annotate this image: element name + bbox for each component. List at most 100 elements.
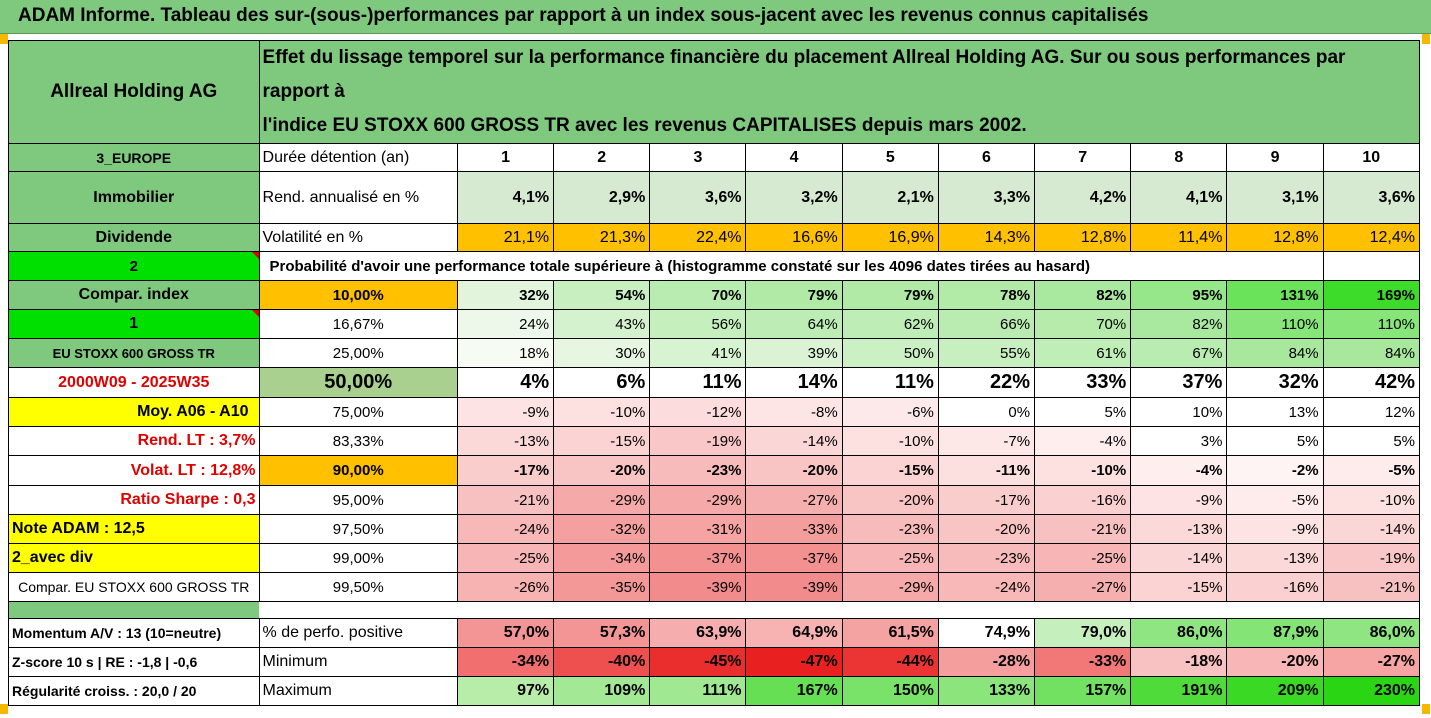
- quantile-label: 10,00%: [258, 280, 458, 310]
- quantile-value: -29%: [649, 485, 747, 515]
- quantile-value: -14%: [1130, 543, 1228, 573]
- quantile-value: -10%: [553, 397, 651, 427]
- quantile-row: 2000W09 - 2025W35 50,00% 4% 6% 11% 14% 11% 22% 3…: [8, 367, 1421, 398]
- quantile-value: 39%: [745, 338, 843, 368]
- return-value: 3,6%: [1322, 171, 1421, 224]
- quantile-value: -17%: [937, 485, 1036, 515]
- quantile-row: Compar. index 10,00% 32% 54% 70% 79% 79% 78% 82%…: [8, 280, 1421, 310]
- spacer-row: [8, 601, 1421, 619]
- quantile-value: -10%: [1322, 485, 1421, 515]
- quantile-value: -10%: [841, 426, 939, 456]
- volatility-value: 16,6%: [745, 223, 843, 252]
- header-row: Allreal Holding AG Effet du lissage temp…: [8, 40, 1421, 144]
- spacer-cell: [8, 601, 260, 619]
- summary-rows: Momentum A/V : 13 (10=neutre)% de perfo.…: [8, 618, 1421, 706]
- quantile-value: 42%: [1322, 367, 1421, 398]
- quantile-value: -14%: [1322, 514, 1421, 544]
- quantile-value: 70%: [649, 280, 747, 310]
- summary-value: -28%: [937, 647, 1036, 677]
- quantile-value: -13%: [1130, 514, 1228, 544]
- return-label: Rend. annualisé en %: [258, 171, 458, 224]
- quantile-value: -14%: [745, 426, 843, 456]
- company-name: Allreal Holding AG: [8, 40, 260, 144]
- summary-value: 111%: [649, 676, 747, 706]
- quantile-value: -29%: [553, 485, 651, 515]
- summary-value: -47%: [745, 647, 843, 677]
- index-name: EU STOXX 600 GROSS TR: [8, 338, 260, 368]
- report-frame: Allreal Holding AG Effet du lissage temp…: [8, 40, 1421, 714]
- quantile-value: -27%: [745, 485, 843, 515]
- quantile-value: -27%: [1034, 572, 1132, 602]
- quantile-value: 3%: [1130, 426, 1228, 456]
- quantile-value: 62%: [841, 309, 939, 339]
- summary-value: 97%: [456, 676, 555, 706]
- compar-label: Compar. index: [8, 280, 260, 310]
- quantile-value: 79%: [841, 280, 939, 310]
- quantile-row: Compar. EU STOXX 600 GROSS TR 99,50% -26% -…: [8, 572, 1421, 602]
- volatility-value: 12,8%: [1034, 223, 1132, 252]
- quantile-value: -21%: [1034, 514, 1132, 544]
- corner-marker: [0, 704, 8, 714]
- summary-value: 191%: [1130, 676, 1228, 706]
- quantile-value: 0%: [937, 397, 1036, 427]
- return-value: 4,2%: [1034, 171, 1132, 224]
- quantile-value: -4%: [1034, 426, 1132, 456]
- quantile-label: 50,00%: [258, 367, 458, 398]
- quantile-label: 99,50%: [258, 572, 458, 602]
- return-value: 3,6%: [649, 171, 747, 224]
- quantile-value: -12%: [649, 397, 747, 427]
- volatility-value: 12,8%: [1226, 223, 1324, 252]
- summary-value: -18%: [1130, 647, 1228, 677]
- moy-cell: Moy. A06 - A10: [8, 397, 260, 427]
- year-header: 2: [553, 143, 651, 172]
- quantile-value: 110%: [1226, 309, 1324, 339]
- num1-cell: 1: [8, 309, 260, 339]
- summary-value: 61,5%: [841, 618, 939, 648]
- return-value: 3,3%: [937, 171, 1036, 224]
- report-title: ADAM Informe. Tableau des sur-(sous-)per…: [18, 5, 1149, 26]
- quantile-label: 90,00%: [258, 455, 458, 486]
- summary-value: 157%: [1034, 676, 1132, 706]
- summary-value: -33%: [1034, 647, 1132, 677]
- quantile-value: 169%: [1322, 280, 1421, 310]
- performance-table: Allreal Holding AG Effet du lissage temp…: [8, 40, 1421, 706]
- probability-title: Probabilité d'avoir une performance tota…: [258, 251, 1227, 281]
- year-header: 8: [1130, 143, 1228, 172]
- quantile-value: 11%: [841, 367, 939, 398]
- summary-value: 57,3%: [553, 618, 651, 648]
- quantile-value: 61%: [1034, 338, 1132, 368]
- summary-value: -34%: [456, 647, 555, 677]
- quantile-value: 55%: [937, 338, 1036, 368]
- quantile-value: 22%: [937, 367, 1036, 398]
- summary-value: -40%: [553, 647, 651, 677]
- report-title-bar: ADAM Informe. Tableau des sur-(sous-)per…: [0, 0, 1431, 34]
- num2-cell: 2: [8, 251, 260, 281]
- quantile-value: -20%: [553, 455, 651, 486]
- summary-value: 74,9%: [937, 618, 1036, 648]
- summary-value: 109%: [553, 676, 651, 706]
- corner-marker: [1422, 34, 1430, 44]
- quantile-value: -34%: [553, 543, 651, 573]
- quantile-value: 6%: [553, 367, 651, 398]
- return-value: 2,1%: [841, 171, 939, 224]
- summary-left-label: Momentum A/V : 13 (10=neutre): [8, 618, 260, 648]
- year-header: 1: [456, 143, 555, 172]
- summary-value: -27%: [1322, 647, 1421, 677]
- quantile-value: 32%: [1226, 367, 1324, 398]
- quantile-value: 4%: [456, 367, 555, 398]
- quantile-value: -9%: [456, 397, 555, 427]
- quantile-value: -33%: [745, 514, 843, 544]
- quantile-label: 16,67%: [258, 309, 458, 339]
- volatility-value: 21,3%: [553, 223, 651, 252]
- quantile-value: -25%: [841, 543, 939, 573]
- quantile-row: EU STOXX 600 GROSS TR 25,00% 18% 30% 41% 39% 5…: [8, 338, 1421, 368]
- quantile-value: 82%: [1130, 309, 1228, 339]
- quantile-value: 43%: [553, 309, 651, 339]
- quantile-label: 75,00%: [258, 397, 458, 427]
- volatility-label: Volatilité en %: [258, 223, 458, 252]
- quantile-label: 25,00%: [258, 338, 458, 368]
- quantile-rows: Compar. index 10,00% 32% 54% 70% 79% 79% 78% 82%…: [8, 280, 1421, 602]
- quantile-value: -13%: [456, 426, 555, 456]
- quantile-value: -19%: [1322, 543, 1421, 573]
